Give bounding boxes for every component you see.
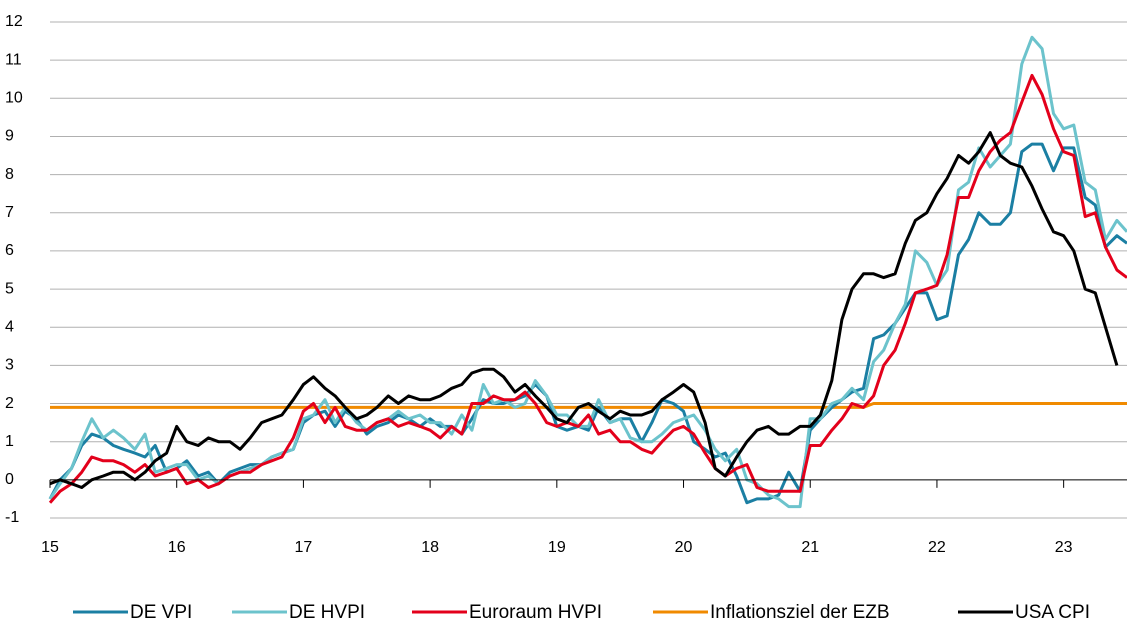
y-tick-label: -1 [5, 509, 19, 526]
legend-label: Inflationsziel der EZB [710, 602, 890, 623]
y-tick-label: 8 [5, 166, 14, 183]
y-tick-label: 11 [5, 51, 22, 68]
legend-label: DE VPI [130, 602, 192, 623]
series-line [48, 73, 1127, 504]
x-tick-label: 15 [41, 539, 59, 556]
legend-label: Euroraum HVPI [469, 602, 602, 623]
legend-label: USA CPI [1015, 602, 1090, 623]
x-tick-label: 22 [928, 539, 946, 556]
legend-label: DE HVPI [289, 602, 365, 623]
y-tick-label: 9 [5, 128, 14, 145]
x-tick-label: 21 [801, 539, 819, 556]
y-tick-label: 12 [5, 13, 23, 30]
x-tick-label: 17 [295, 539, 313, 556]
series-line [50, 402, 1127, 409]
y-tick-label: 10 [5, 90, 23, 107]
y-tick-label: 4 [5, 318, 14, 335]
x-tick-label: 19 [548, 539, 566, 556]
y-tick-label: 2 [5, 395, 14, 412]
y-tick-label: 7 [5, 204, 14, 221]
y-tick-label: 6 [5, 242, 14, 259]
y-tick-label: 0 [5, 471, 14, 488]
series-line [48, 142, 1127, 505]
y-tick-label: 3 [5, 357, 14, 374]
x-tick-label: 23 [1055, 539, 1073, 556]
y-tick-label: 1 [5, 433, 14, 450]
y-tick-label: 5 [5, 280, 14, 297]
x-tick-label: 18 [421, 539, 439, 556]
x-tick-label: 20 [675, 539, 693, 556]
x-tick-label: 16 [168, 539, 186, 556]
series-line [49, 131, 1119, 489]
series-line [48, 35, 1127, 509]
